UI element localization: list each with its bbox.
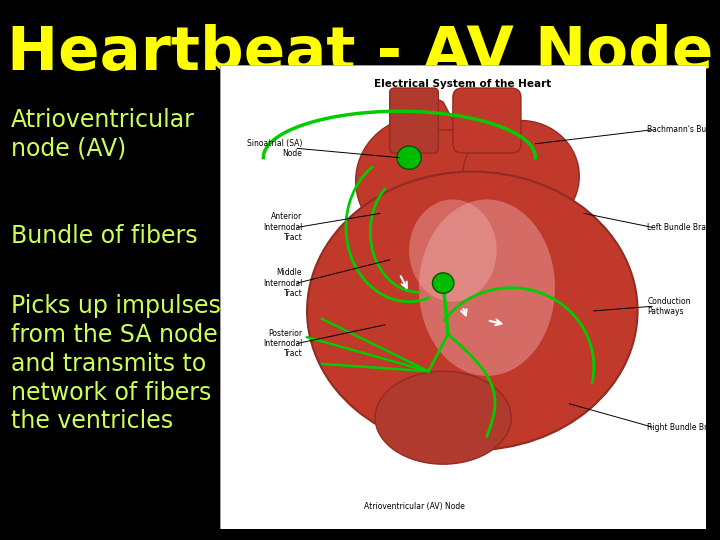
Ellipse shape: [419, 199, 555, 376]
Polygon shape: [414, 93, 463, 130]
Text: Sinoatrial (SA)
Node: Sinoatrial (SA) Node: [247, 139, 302, 158]
Text: Electrical System of the Heart: Electrical System of the Heart: [374, 79, 552, 89]
Circle shape: [433, 273, 454, 293]
Text: Anterior
Internodal
Tract: Anterior Internodal Tract: [263, 212, 302, 242]
FancyBboxPatch shape: [453, 88, 521, 153]
Ellipse shape: [409, 199, 497, 302]
Text: Picks up impulses
from the SA node
and transmits to
network of fibers in
the ven: Picks up impulses from the SA node and t…: [11, 294, 240, 433]
Text: Heartbeat - AV Node: Heartbeat - AV Node: [6, 24, 714, 83]
Circle shape: [397, 146, 421, 170]
Ellipse shape: [356, 116, 492, 246]
Ellipse shape: [375, 372, 511, 464]
Text: Left Bundle Branch: Left Bundle Branch: [647, 223, 720, 232]
Ellipse shape: [307, 172, 638, 450]
Text: Bachmann's Bundle: Bachmann's Bundle: [647, 125, 720, 134]
Text: Atrioventricular
node (AV): Atrioventricular node (AV): [11, 108, 194, 161]
Text: Atrioventricular (AV) Node: Atrioventricular (AV) Node: [364, 502, 464, 511]
FancyBboxPatch shape: [390, 88, 438, 153]
Text: Bundle of fibers: Bundle of fibers: [11, 224, 197, 248]
Text: Right Bundle Branch: Right Bundle Branch: [647, 422, 720, 431]
Ellipse shape: [462, 120, 579, 232]
Text: Middle
Internodal
Tract: Middle Internodal Tract: [263, 268, 302, 298]
Text: Conduction
Pathways: Conduction Pathways: [647, 296, 690, 316]
Text: Posterior
Internodal
Tract: Posterior Internodal Tract: [263, 328, 302, 359]
